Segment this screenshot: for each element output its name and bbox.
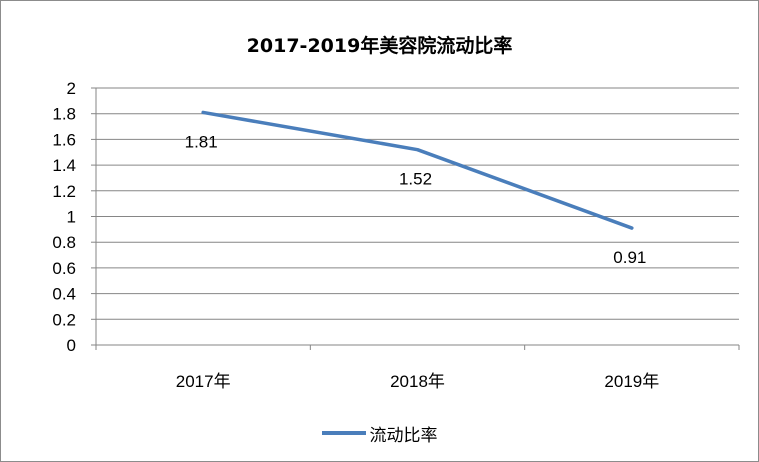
data-label: 1.81 — [185, 132, 218, 151]
y-tick-label: 0.4 — [52, 285, 76, 304]
y-tick-label: 1.6 — [52, 130, 76, 149]
y-tick-label: 1 — [67, 208, 76, 227]
y-tick-label: 1.2 — [52, 182, 76, 201]
y-tick-label: 1.4 — [52, 156, 76, 175]
data-label: 0.91 — [613, 248, 646, 267]
y-tick-label: 1.8 — [52, 105, 76, 124]
y-tick-label: 0.6 — [52, 259, 76, 278]
y-tick-label: 0.8 — [52, 233, 76, 252]
legend: 流动比率 — [1, 421, 758, 446]
y-tick-label: 0 — [67, 336, 76, 355]
x-tick-label: 2017年 — [176, 372, 231, 391]
data-label: 1.52 — [399, 170, 432, 189]
y-tick-label: 0.2 — [52, 310, 76, 329]
chart-title: 2017-2019年美容院流动比率 — [246, 35, 513, 57]
legend-label: 流动比率 — [369, 425, 438, 446]
legend-line-swatch — [321, 431, 366, 435]
x-tick-label: 2018年 — [390, 372, 445, 391]
y-tick-label: 2 — [67, 79, 76, 98]
x-tick-label: 2019年 — [604, 372, 659, 391]
